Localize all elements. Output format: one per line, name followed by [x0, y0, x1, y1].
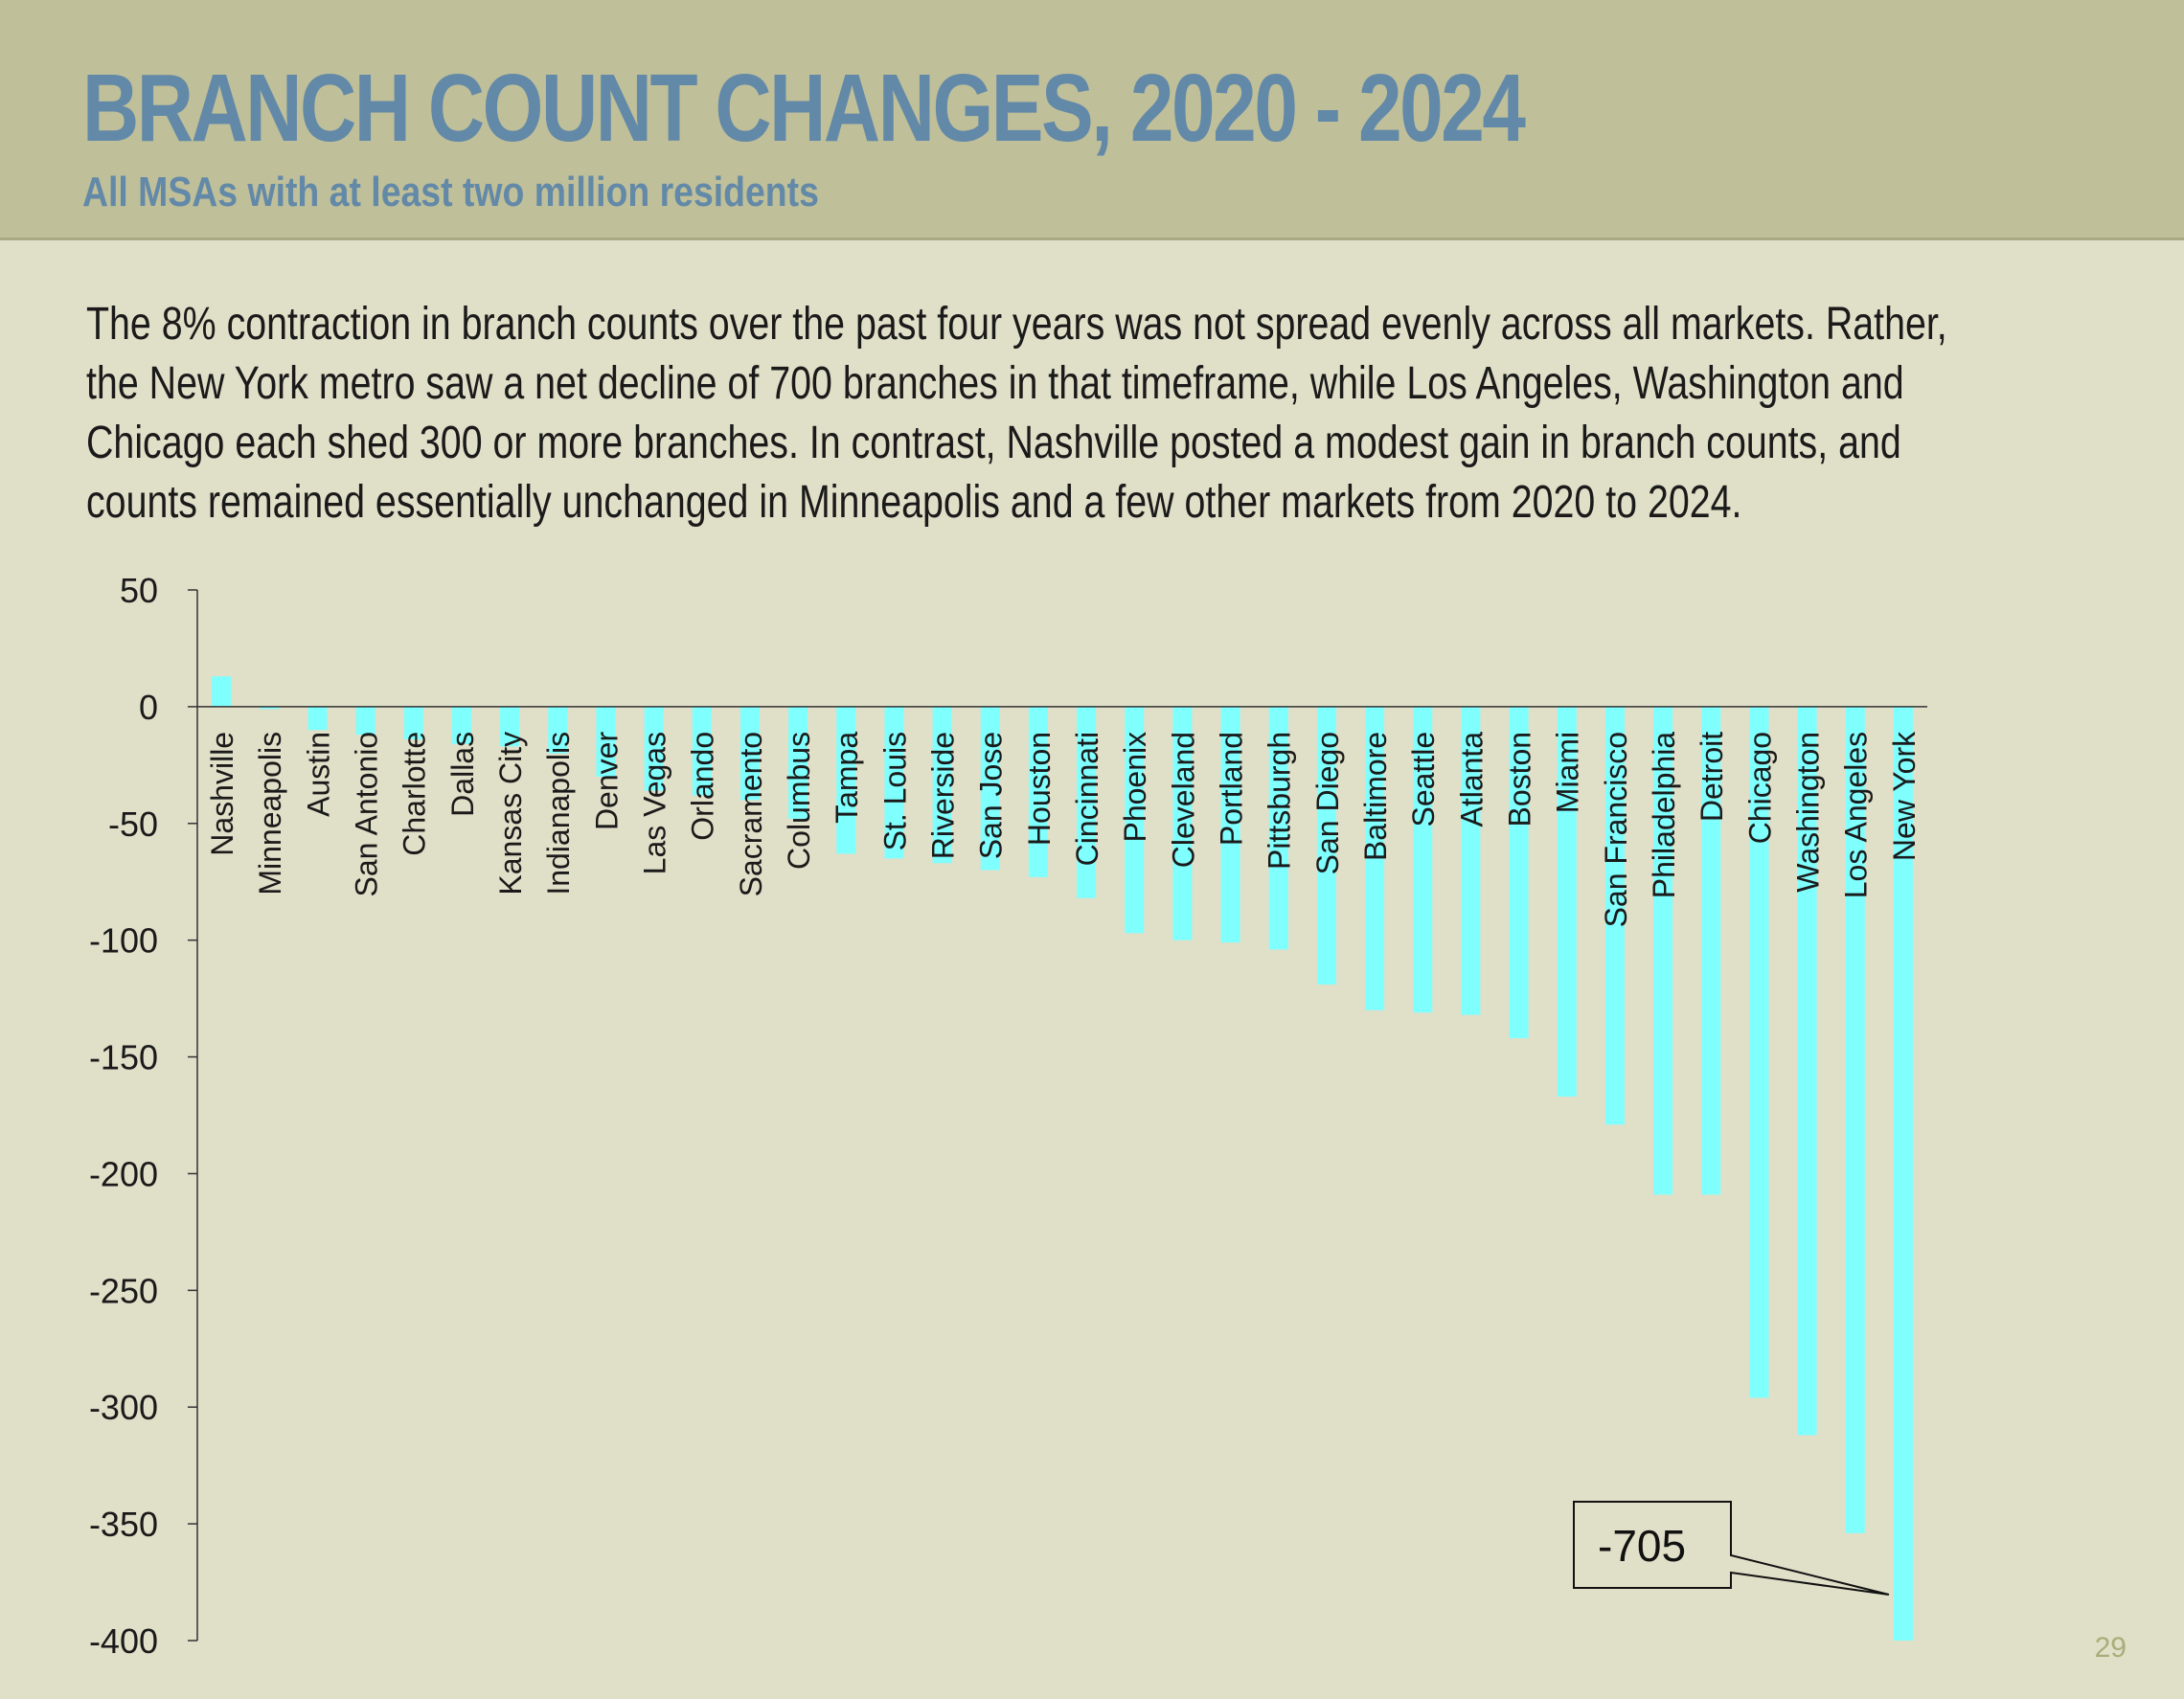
x-tick-label: Orlando [686, 732, 720, 841]
bar [1701, 706, 1721, 1195]
bar [836, 706, 856, 854]
bar [692, 706, 712, 796]
x-tick-label: Detroit [1695, 732, 1729, 822]
bar [451, 706, 471, 744]
y-tick-label: 0 [139, 688, 158, 727]
bar [1653, 706, 1673, 1195]
bar [355, 706, 375, 736]
bar [403, 706, 423, 740]
annotation-callout [1573, 1501, 1890, 1596]
bar [307, 706, 328, 731]
y-tick-label: -300 [89, 1388, 158, 1427]
x-tick-label: Portland [1215, 732, 1249, 846]
x-tick-label: San Francisco [1599, 732, 1633, 928]
x-tick-label: Kansas City [493, 732, 528, 895]
bar [1413, 706, 1433, 1013]
body-line: The 8% contraction in branch counts over… [86, 299, 1947, 350]
bar [1316, 706, 1336, 985]
header-band [0, 0, 2184, 240]
bar [1557, 706, 1577, 1097]
bar [596, 706, 616, 778]
page-subtitle: All MSAs with at least two million resid… [82, 169, 819, 215]
bar [1172, 706, 1193, 940]
x-tick-label: Nashville [205, 732, 239, 856]
bar [548, 706, 568, 754]
bar [1893, 706, 1913, 1641]
body-line: counts remained essentially unchanged in… [86, 477, 1742, 528]
bar [739, 706, 760, 801]
body-line: Chicago each shed 300 or more branches. … [86, 418, 1901, 468]
x-tick-label: Chicago [1742, 732, 1777, 844]
x-tick-label: Denver [589, 732, 624, 831]
x-tick-label: Cleveland [1166, 732, 1200, 868]
x-tick-label: San Diego [1310, 732, 1345, 874]
x-tick-label: Cincinnati [1070, 732, 1104, 867]
x-tick-label: Las Vegas [638, 732, 672, 874]
bar [1845, 706, 1865, 1533]
y-tick-label: -50 [108, 804, 158, 844]
bar [1125, 706, 1145, 934]
bar [1268, 706, 1288, 950]
x-tick-label: San Jose [974, 732, 1009, 859]
page-title: BRANCH COUNT CHANGES, 2020 - 2024 [82, 55, 1526, 162]
y-tick-label: 50 [120, 571, 158, 610]
x-tick-label: Seattle [1406, 732, 1441, 827]
x-tick-label: Washington [1791, 732, 1826, 893]
x-tick-label: Columbus [782, 732, 816, 870]
bar [1220, 706, 1240, 943]
x-tick-label: Houston [1022, 732, 1057, 846]
bar [1077, 706, 1097, 898]
bar [212, 676, 232, 707]
bar [788, 706, 808, 819]
x-tick-label: Tampa [830, 732, 864, 824]
bar [1365, 706, 1385, 1010]
x-tick-label: Riverside [926, 732, 961, 859]
x-tick-label: Sacramento [734, 732, 768, 897]
bar [1797, 706, 1817, 1436]
y-tick-label: -400 [89, 1621, 158, 1661]
bar [1749, 706, 1769, 1398]
x-tick-label: San Antonio [350, 732, 384, 897]
x-tick-label: Philadelphia [1647, 732, 1681, 899]
y-tick-label: -150 [89, 1038, 158, 1077]
x-tick-label: Los Angeles [1839, 732, 1874, 898]
bar [932, 706, 952, 864]
x-tick-label: Atlanta [1454, 732, 1489, 827]
bar [884, 706, 904, 859]
x-tick-label: Indianapolis [541, 732, 576, 895]
x-tick-label: Pittsburgh [1263, 732, 1297, 870]
x-tick-label: Phoenix [1118, 732, 1152, 843]
x-tick-label: Miami [1551, 732, 1585, 813]
y-tick-label: -100 [89, 921, 158, 961]
x-tick-label: Charlotte [398, 732, 432, 856]
bar [1604, 706, 1625, 1125]
bar [1461, 706, 1481, 1015]
page-number: 29 [2094, 1632, 2127, 1664]
bar [260, 706, 280, 710]
bar [1028, 706, 1048, 877]
x-tick-label: Boston [1503, 732, 1537, 827]
annotation-label: -705 [1598, 1521, 1686, 1571]
y-tick-label: -200 [89, 1154, 158, 1193]
x-tick-label: St. Louis [877, 732, 912, 851]
x-tick-label: Minneapolis [253, 732, 287, 895]
x-tick-label: Baltimore [1358, 732, 1393, 861]
x-tick-label: New York [1887, 731, 1922, 861]
y-tick-label: -250 [89, 1271, 158, 1310]
bar [644, 706, 664, 791]
x-tick-label: Dallas [445, 732, 480, 817]
bar [500, 706, 520, 747]
bar [980, 706, 1000, 871]
body-line: the New York metro saw a net decline of … [86, 358, 1904, 409]
x-tick-label: Austin [301, 732, 335, 817]
body-paragraph: The 8% contraction in branch counts over… [86, 295, 2121, 532]
y-tick-label: -350 [89, 1505, 158, 1544]
bar [1509, 706, 1529, 1039]
